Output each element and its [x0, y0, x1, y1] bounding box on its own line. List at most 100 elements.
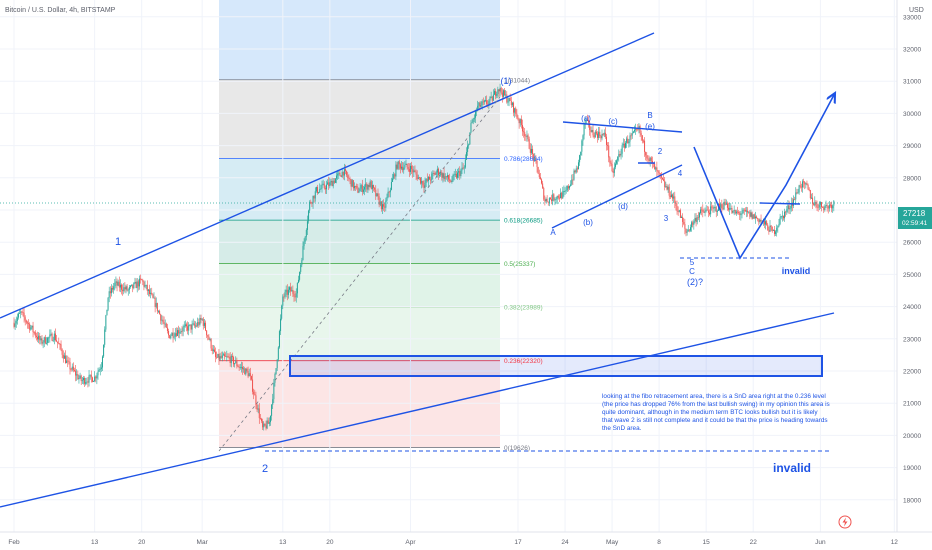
candle-body: [113, 286, 115, 290]
candle-body: [749, 211, 751, 217]
candle-body: [157, 310, 159, 312]
fib-level-label: 0.5(25337): [504, 261, 535, 268]
candle-body: [805, 183, 807, 185]
invalid-upper-label: invalid: [782, 266, 811, 276]
wave-2-question-label: (2)?: [687, 277, 703, 287]
candle-body: [406, 163, 408, 168]
candle-body: [239, 367, 241, 368]
candle-body: [773, 229, 775, 234]
candle-body: [137, 281, 139, 287]
lightning-icon[interactable]: [838, 515, 852, 529]
candle-body: [738, 212, 740, 213]
candle-body: [504, 90, 506, 96]
candle-body: [757, 218, 759, 220]
candle-body: [364, 186, 366, 190]
y-tick-label: 24000: [903, 304, 921, 311]
x-tick-label: Feb: [8, 539, 20, 546]
x-tick-label: Mar: [197, 539, 209, 546]
candle-body: [268, 422, 270, 424]
candle-body: [591, 129, 593, 133]
candle-body: [455, 173, 457, 178]
candle-body: [483, 100, 485, 102]
wave-2-small-label: 2: [658, 147, 663, 156]
candle-body: [787, 205, 789, 210]
price-axis-bg[interactable]: [897, 0, 932, 532]
candle-body: [442, 173, 444, 178]
candle-body: [290, 287, 292, 292]
candle-body: [629, 135, 631, 142]
candle-body: [435, 172, 437, 175]
candle-body: [305, 229, 307, 237]
candle-body: [702, 209, 704, 213]
wave-2-label: 2: [262, 463, 268, 475]
candle-body: [741, 213, 743, 215]
candle-body: [528, 139, 530, 149]
candle-body: [603, 132, 605, 135]
candle-body: [502, 90, 504, 97]
candle-body: [778, 223, 780, 227]
candle-body: [544, 199, 546, 202]
candle-body: [429, 176, 431, 180]
big-c-label: C: [689, 267, 695, 276]
candle-body: [664, 180, 666, 188]
candle-body: [407, 167, 409, 169]
candle-body: [339, 172, 341, 176]
candle-body: [53, 333, 55, 341]
candle-body: [194, 325, 196, 327]
candle-body: [121, 284, 123, 290]
candle-body: [200, 317, 202, 320]
candle-body: [136, 281, 138, 289]
candle-body: [154, 297, 156, 307]
candle-body: [281, 305, 283, 319]
candle-body: [714, 207, 716, 208]
candle-body: [794, 199, 796, 201]
candle-body: [318, 192, 320, 193]
candle-body: [678, 210, 680, 212]
wave-4-label: 4: [678, 169, 683, 178]
candle-body: [395, 164, 397, 177]
candle-body: [35, 335, 37, 337]
candle-body: [814, 201, 816, 206]
candle-body: [405, 163, 407, 166]
candle-body: [554, 199, 556, 201]
candle-body: [88, 375, 90, 383]
candle-body: [547, 201, 549, 203]
candle-body: [233, 357, 235, 365]
candle-body: [781, 215, 783, 217]
candle-body: [510, 101, 512, 106]
candle-body: [569, 185, 571, 189]
y-tick-label: 33000: [903, 14, 921, 21]
candle-body: [515, 108, 517, 114]
candle-body: [362, 189, 364, 192]
candle-body: [548, 198, 550, 203]
candle-body: [345, 169, 347, 171]
candle-body: [140, 278, 142, 280]
candle-body: [530, 148, 532, 153]
y-tick-label: 25000: [903, 272, 921, 279]
time-axis-bg[interactable]: [0, 532, 932, 550]
candle-body: [47, 337, 49, 343]
candle-body: [720, 204, 722, 208]
candles: [0, 83, 897, 431]
candle-body: [468, 144, 470, 146]
candle-body: [346, 170, 348, 176]
candle-body: [722, 208, 724, 210]
candle-body: [43, 337, 45, 343]
candle-body: [131, 284, 133, 286]
candle-body: [84, 377, 86, 384]
candle-body: [237, 366, 239, 367]
candle-body: [285, 289, 287, 292]
candle-body: [594, 131, 596, 138]
candle-body: [433, 173, 435, 174]
candle-body: [751, 212, 753, 219]
candle-body: [189, 324, 191, 326]
candle-body: [728, 207, 730, 210]
candle-body: [254, 394, 256, 396]
candle-body: [351, 180, 353, 187]
candle-body: [108, 291, 110, 298]
candle-body: [747, 210, 749, 213]
candle-body: [286, 289, 288, 295]
candle-body: [631, 132, 633, 136]
price-grid: [0, 0, 897, 532]
